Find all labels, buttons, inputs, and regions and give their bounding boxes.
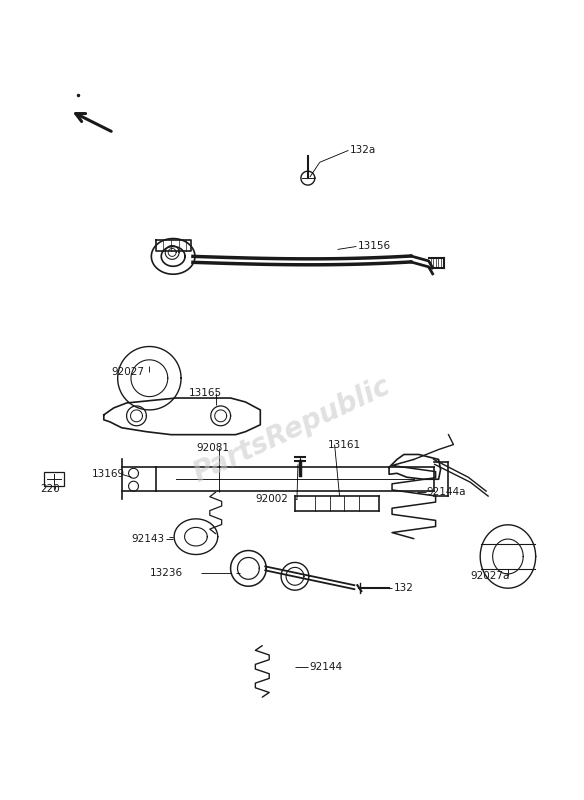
Text: 92027: 92027 (112, 367, 145, 378)
Text: 13169: 13169 (92, 470, 125, 479)
Text: 92002: 92002 (255, 494, 288, 504)
Text: 13236: 13236 (150, 568, 182, 578)
Text: 13161: 13161 (328, 439, 361, 450)
Text: 220: 220 (40, 484, 60, 494)
Text: 92143: 92143 (131, 534, 165, 544)
Text: 92081: 92081 (196, 442, 229, 453)
Text: 13165: 13165 (189, 388, 222, 398)
Text: 132a: 132a (349, 146, 376, 155)
Text: 132: 132 (394, 583, 414, 593)
Text: 92027a: 92027a (470, 571, 510, 582)
Text: 92144a: 92144a (427, 487, 466, 497)
Text: 13156: 13156 (357, 242, 391, 251)
Text: PartsRepublic: PartsRepublic (189, 372, 395, 488)
Text: 92144: 92144 (310, 662, 343, 673)
